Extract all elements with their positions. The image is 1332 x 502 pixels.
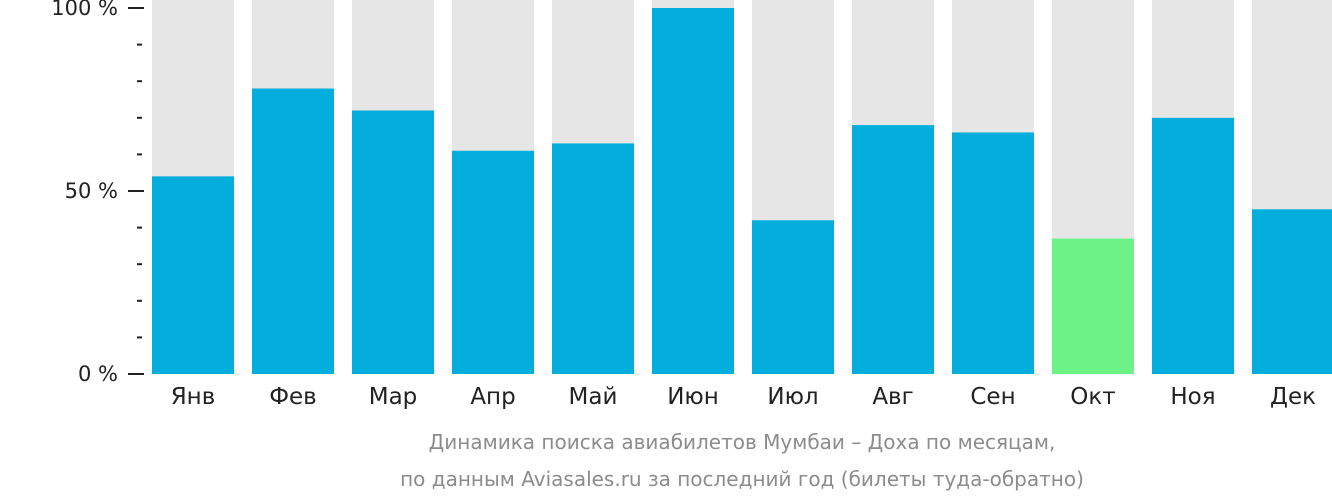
y-tick-label: 100 % <box>51 0 118 20</box>
x-tick-label: Янв <box>171 384 216 410</box>
bar-chart: Янв Фев Мар Апр Май Июн Июл Авг Сен Окт Ноя Дек 0 % 5… <box>51 0 1332 410</box>
x-tick-label: Май <box>569 384 618 410</box>
x-tick-label: Ноя <box>1170 384 1215 410</box>
x-tick-label: Дек <box>1270 384 1316 410</box>
bar <box>452 150 534 374</box>
bar <box>952 132 1034 374</box>
bar <box>752 220 834 374</box>
bar <box>1252 209 1332 374</box>
chart-caption-line-2: по данным Aviasales.ru за последний год … <box>400 467 1084 491</box>
bar <box>1052 238 1134 374</box>
bar <box>552 143 634 374</box>
bar <box>1152 117 1234 375</box>
bar <box>252 88 334 375</box>
x-tick-label: Июн <box>667 384 719 410</box>
y-tick-label: 0 % <box>78 362 118 386</box>
x-tick-label: Июл <box>767 384 818 410</box>
x-tick-label: Апр <box>470 384 515 410</box>
x-tick-label: Авг <box>872 384 913 410</box>
x-tick-label: Мар <box>369 384 418 410</box>
bar <box>152 176 234 374</box>
x-tick-label: Окт <box>1070 384 1115 410</box>
bar <box>852 125 934 375</box>
bar <box>352 110 434 374</box>
x-tick-label: Сен <box>970 384 1015 410</box>
bar <box>652 8 734 374</box>
chart-caption-line-1: Динамика поиска авиабилетов Мумбаи – Дох… <box>428 430 1056 454</box>
x-tick-label: Фев <box>269 384 317 410</box>
y-tick-label: 50 % <box>65 179 118 203</box>
